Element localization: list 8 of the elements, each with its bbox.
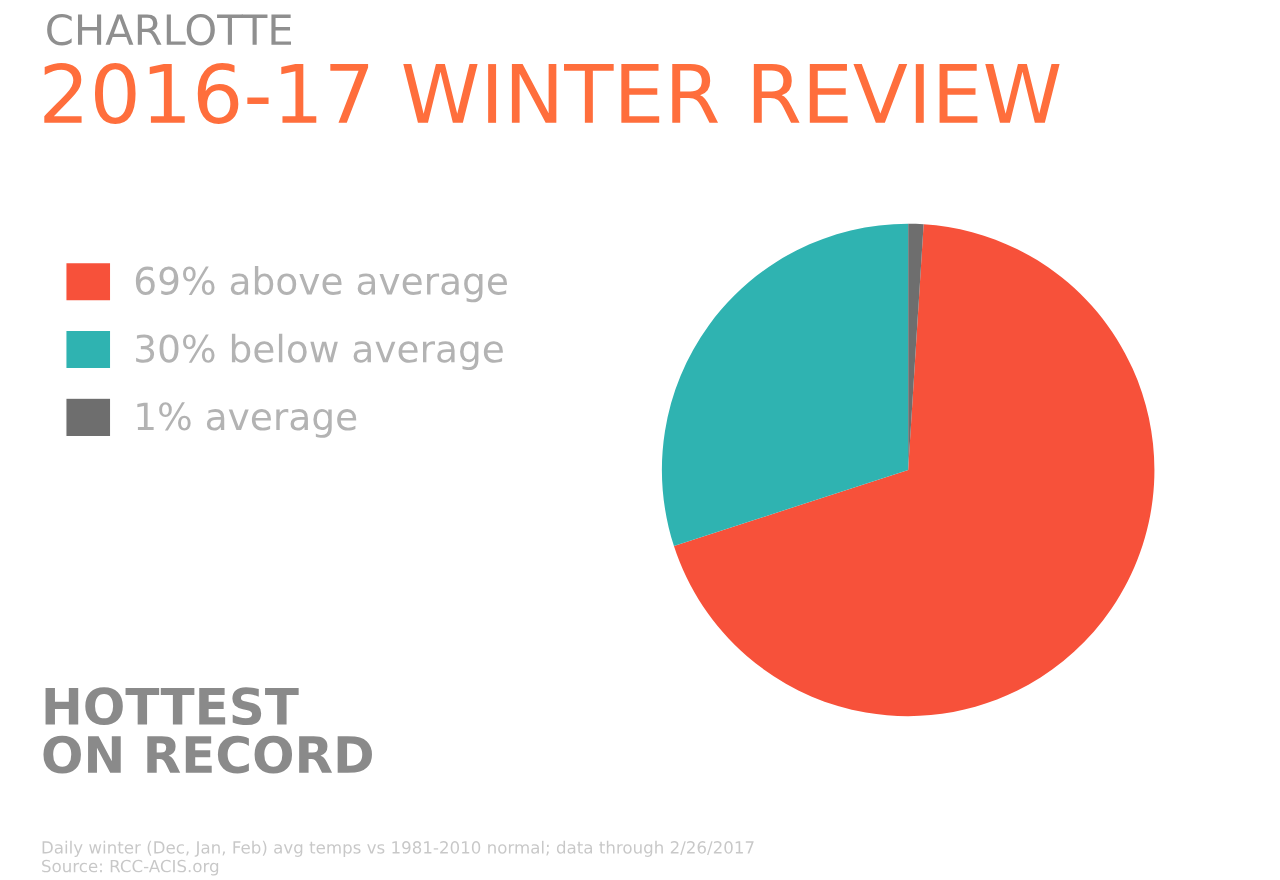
chart-title: 2016-17 WINTER REVIEW bbox=[44, 63, 1060, 124]
chart-subtitle: CHARLOTTE bbox=[47, 13, 292, 46]
legend-label: 30% below average bbox=[136, 333, 503, 371]
pie-slice bbox=[661, 223, 909, 547]
pie-slice bbox=[673, 224, 1155, 717]
legend-label: 1% average bbox=[137, 402, 357, 438]
legend-label: 69% above average bbox=[135, 265, 507, 303]
text: HOTTEST ON RECORD bbox=[43, 687, 372, 774]
